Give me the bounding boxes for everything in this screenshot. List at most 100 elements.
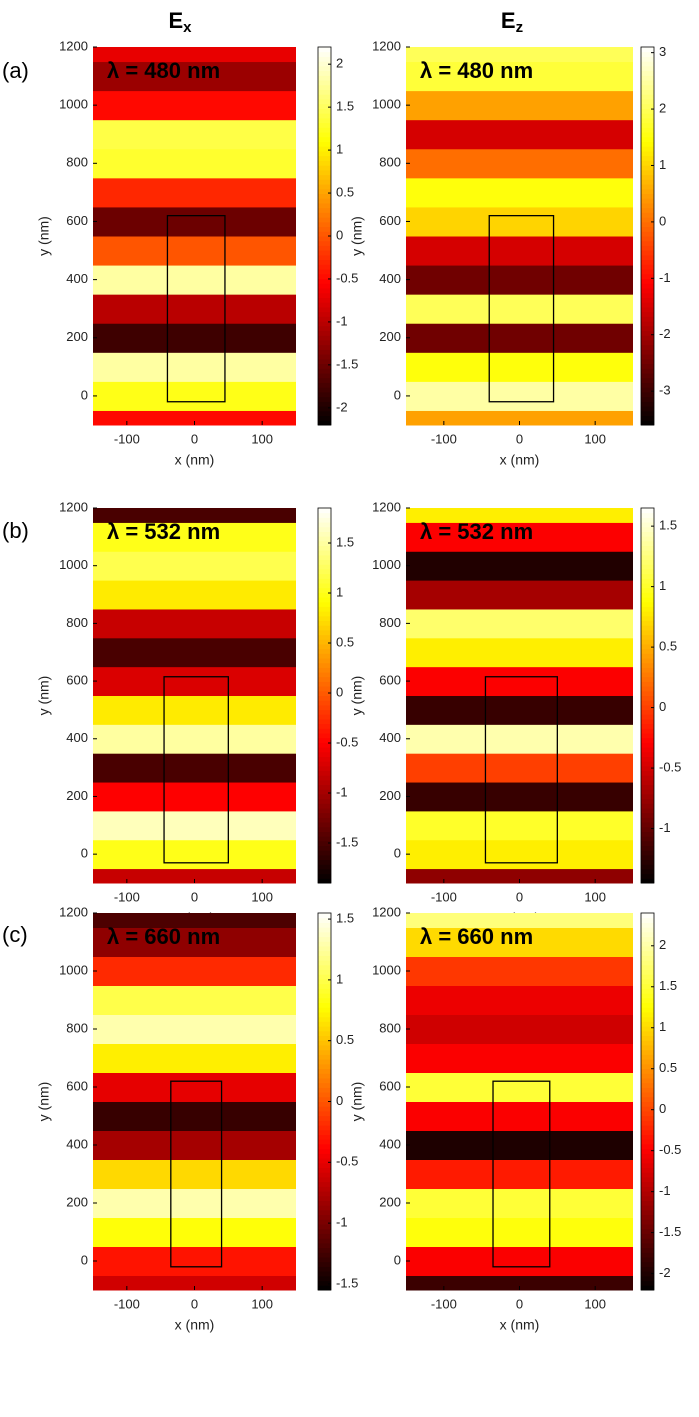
colorbar-tick-label: -0.5 [659,760,681,775]
heat-band [406,352,633,382]
colorbar-slice [641,283,654,289]
colorbar-slice [318,75,331,81]
colorbar-slice [318,960,331,966]
column-title: Ex [168,8,192,36]
colorbar-slice [641,964,654,971]
colorbar-slice [318,1224,331,1230]
colorbar-slice [641,845,654,851]
heat-band [406,410,633,426]
plot-title: λ = 532 nm [420,519,533,544]
colorbar-slice [318,978,331,985]
heat-band [406,810,633,841]
colorbar-slice [318,113,331,119]
colorbar-slice [641,420,654,426]
heat-band [93,868,296,884]
colorbar-tick-label: 0 [336,684,343,699]
y-tick-label: 200 [379,1194,401,1209]
colorbar-slice [318,564,331,570]
colorbar-slice [641,508,654,514]
colorbar-slice [641,714,654,720]
colorbar-slice [318,108,331,114]
colorbar-slice [641,132,654,138]
x-tick-label: -100 [114,431,140,446]
colorbar-slice [318,396,331,402]
heat-band [93,608,296,639]
colorbar-slice [641,174,654,180]
colorbar-slice [318,1143,331,1150]
heat-band [406,522,633,552]
y-axis-label: y (nm) [349,676,365,716]
x-tick-label: 100 [251,1296,273,1311]
colorbar-slice [641,554,654,561]
colorbar-slice [318,98,331,105]
colorbar-slice [641,578,654,584]
heat-band [406,1014,633,1044]
heat-band [406,265,633,295]
colorbar-slice [318,931,331,938]
colorbar-slice [641,1252,654,1258]
heat-band [406,782,633,812]
heat-band [93,913,296,928]
colorbar-slice [641,770,654,776]
colorbar-tick-label: -2 [659,1265,671,1280]
colorbar-slice [318,522,331,528]
colorbar-slice [641,113,654,119]
row-label: (a) [2,58,29,83]
colorbar-slice [318,765,331,771]
colorbar-slice [318,165,331,171]
colorbar-tick-label: 1 [336,584,343,599]
colorbar-slice [318,273,331,280]
heat-band [406,868,633,884]
colorbar-slice [641,522,654,528]
colorbar-slice [641,335,654,341]
colorbar-slice [318,1271,331,1277]
heat-band [406,236,633,266]
colorbar-slice [318,226,331,232]
colorbar-slice [641,969,654,975]
colorbar-slice [641,822,654,828]
heat-band [406,637,633,668]
colorbar-slice [318,254,331,261]
colorbar-slice [641,1191,654,1197]
colorbar-tick-label: 0.5 [659,1060,677,1075]
colorbar-tick-label: -1.5 [336,834,358,849]
colorbar-slice [318,89,331,95]
colorbar-slice [318,653,331,659]
colorbar-slice [641,84,654,91]
colorbar-tick-label: 0 [659,1101,666,1116]
colorbar-slice [641,127,654,133]
colorbar-slice [318,747,331,753]
heat-band [93,410,296,426]
y-tick-label: 1000 [372,557,401,572]
colorbar-slice [641,526,654,532]
colorbar-tick-label: -1.5 [336,1275,358,1290]
colorbar-slice [318,193,331,199]
colorbar-slice [641,212,654,218]
colorbar-slice [641,1115,654,1121]
colorbar-slice [318,512,331,518]
heat-band [93,695,296,725]
heat-band [406,608,633,639]
colorbar-slice [641,1040,654,1046]
heat-band [406,1188,633,1218]
x-tick-label: 0 [516,431,523,446]
y-tick-label: 400 [66,730,88,745]
colorbar-slice [641,850,654,856]
colorbar-slice [641,207,654,213]
colorbar-slice [641,240,654,246]
colorbar-slice [318,84,331,91]
colorbar-slice [318,559,331,565]
colorbar-slice [641,155,654,161]
colorbar-slice [641,615,654,621]
x-axis-label: x (nm) [175,452,215,468]
colorbar-slice [318,61,331,67]
colorbar-slice [318,1077,331,1084]
colorbar-slice [318,817,331,823]
heat-band [406,294,633,324]
colorbar-slice [318,550,331,556]
heat-band [406,1217,633,1247]
plot-title: λ = 480 nm [420,58,533,83]
y-tick-label: 1000 [59,557,88,572]
y-tick-label: 200 [379,788,401,803]
colorbar-slice [641,198,654,204]
